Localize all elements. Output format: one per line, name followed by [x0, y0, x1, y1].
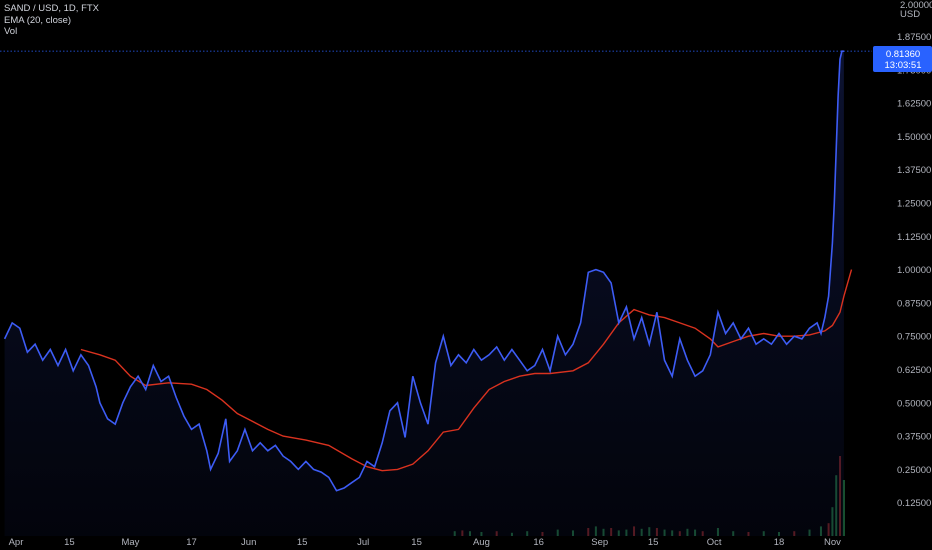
x-tick-label: May — [121, 537, 139, 548]
y-tick-label: 0.37500 — [897, 432, 931, 443]
x-tick-label: 18 — [774, 537, 785, 548]
price-axis[interactable]: 2.00000 USD 0.12500 0.25000 0.37500 0.50000… — [897, 0, 932, 509]
x-tick-label: 15 — [648, 537, 659, 548]
chart-legend: SAND / USD, 1D, FTX EMA (20, close) Vol — [4, 3, 99, 38]
ema-legend: EMA (20, close) — [4, 14, 72, 26]
y-tick-label: 1.25000 — [897, 199, 931, 210]
x-tick-label: Oct — [707, 537, 722, 548]
y-tick-label: 0.75000 — [897, 332, 931, 343]
price-badge-countdown: 13:03:51 — [885, 60, 922, 71]
y-tick-label: 1.50000 — [897, 132, 931, 143]
price-badge-background — [873, 46, 932, 72]
y-tick-label: 1.87500 — [897, 32, 931, 43]
time-axis[interactable]: Apr 15 May 17 Jun 15 Jul 15 Aug 16 Sep 15 Oct 18 Nov — [9, 537, 841, 548]
x-tick-label: 16 — [533, 537, 544, 548]
x-tick-label: Apr — [9, 537, 24, 548]
y-axis-unit-label: USD — [900, 9, 920, 20]
y-tick-label: 1.37500 — [897, 165, 931, 176]
y-tick-label: 0.87500 — [897, 298, 931, 309]
y-axis-top-label: 2.00000 — [900, 0, 932, 11]
y-tick-label: 0.62500 — [897, 365, 931, 376]
volume-legend: Vol — [4, 26, 18, 37]
price-badge-value: 0.81360 — [886, 49, 920, 60]
y-tick-label: 1.62500 — [897, 99, 931, 110]
y-tick-label: 0.50000 — [897, 398, 931, 409]
x-tick-label: 15 — [297, 537, 308, 548]
x-tick-label: Jun — [241, 537, 256, 548]
price-badge: 0.81360 13:03:51 — [873, 46, 932, 72]
price-area-fill — [4, 51, 844, 536]
price-line — [3, 50, 844, 492]
x-tick-label: Aug — [473, 537, 490, 548]
y-tick-label: 0.12500 — [897, 498, 931, 509]
x-tick-label: 15 — [411, 537, 422, 548]
symbol-legend: SAND / USD, 1D, FTX — [4, 3, 100, 14]
x-tick-label: 15 — [64, 537, 75, 548]
x-tick-label: Sep — [591, 537, 608, 548]
y-tick-label: 0.25000 — [897, 465, 931, 476]
ema-20-line — [80, 269, 853, 472]
x-tick-label: 17 — [186, 537, 197, 548]
x-tick-label: Jul — [357, 537, 369, 548]
y-tick-label: 1.12500 — [897, 232, 931, 243]
y-tick-label: 1.00000 — [897, 265, 931, 276]
x-tick-label: Nov — [824, 537, 841, 548]
